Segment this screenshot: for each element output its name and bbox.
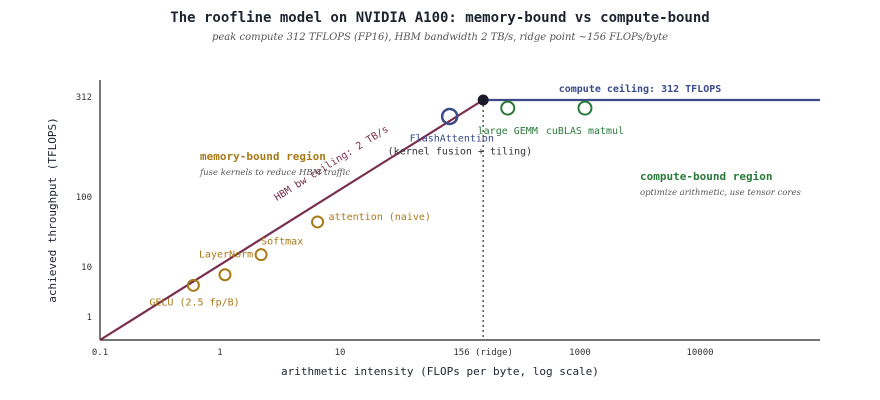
ridge-point: [477, 94, 489, 106]
chart-title: The roofline model on NVIDIA A100: memor…: [170, 10, 709, 26]
y-tick-label: 10: [81, 263, 92, 273]
data-point: [577, 100, 593, 116]
x-tick-label: 0.1: [92, 348, 108, 358]
compute-region-note: optimize arithmetic, use tensor cores: [640, 188, 802, 198]
data-point: [186, 278, 200, 292]
compute-ceiling-label: compute ceiling: 312 TFLOPS: [559, 83, 722, 95]
x-axis-label: arithmetic intensity (FLOPs per byte, lo…: [281, 365, 599, 378]
data-point-label: attention (naive): [329, 212, 431, 223]
y-tick-label: 100: [76, 193, 92, 203]
memory-ceiling-label: HBM bw ceiling: 2 TB/s: [273, 124, 391, 204]
data-point: [500, 100, 516, 116]
data-point: [440, 107, 459, 126]
y-tick-label: 312: [76, 93, 92, 103]
data-point-label: large GEMM: [478, 126, 538, 137]
data-point-label: Softmax: [261, 237, 303, 248]
memory-region-label: memory-bound region: [200, 150, 326, 163]
x-tick-label: 1: [217, 348, 222, 358]
plot-area: 0.1 1 10 156 (ridge) 1000 10000 1 10 100 312 HBM b…: [76, 80, 820, 358]
data-point-label: LayerNorm: [199, 250, 253, 261]
data-point: [218, 268, 232, 282]
compute-region-label: compute-bound region: [640, 170, 772, 183]
x-tick-label: 10: [335, 348, 346, 358]
x-tick-label: 156 (ridge): [453, 348, 513, 358]
memory-region-note: fuse kernels to reduce HBM traffic: [199, 168, 350, 178]
data-point-sublabel: (kernel fusion + tiling): [388, 146, 533, 157]
x-tick-label: 10000: [686, 348, 713, 358]
memory-ceiling-line: [99, 99, 484, 341]
x-tick-label: 1000: [569, 348, 591, 358]
y-axis-label: achieved throughput (TFLOPS): [46, 117, 59, 302]
data-point-label: GELU (2.5 fp/B): [149, 297, 239, 308]
data-point: [254, 248, 268, 262]
data-point-label: cuBLAS matmul: [546, 126, 624, 137]
data-point: [311, 215, 325, 229]
y-tick-label: 1: [87, 313, 92, 323]
data-point-label: FlashAttention: [410, 133, 494, 144]
chart-subtitle: peak compute 312 TFLOPS (FP16), HBM band…: [212, 32, 668, 43]
